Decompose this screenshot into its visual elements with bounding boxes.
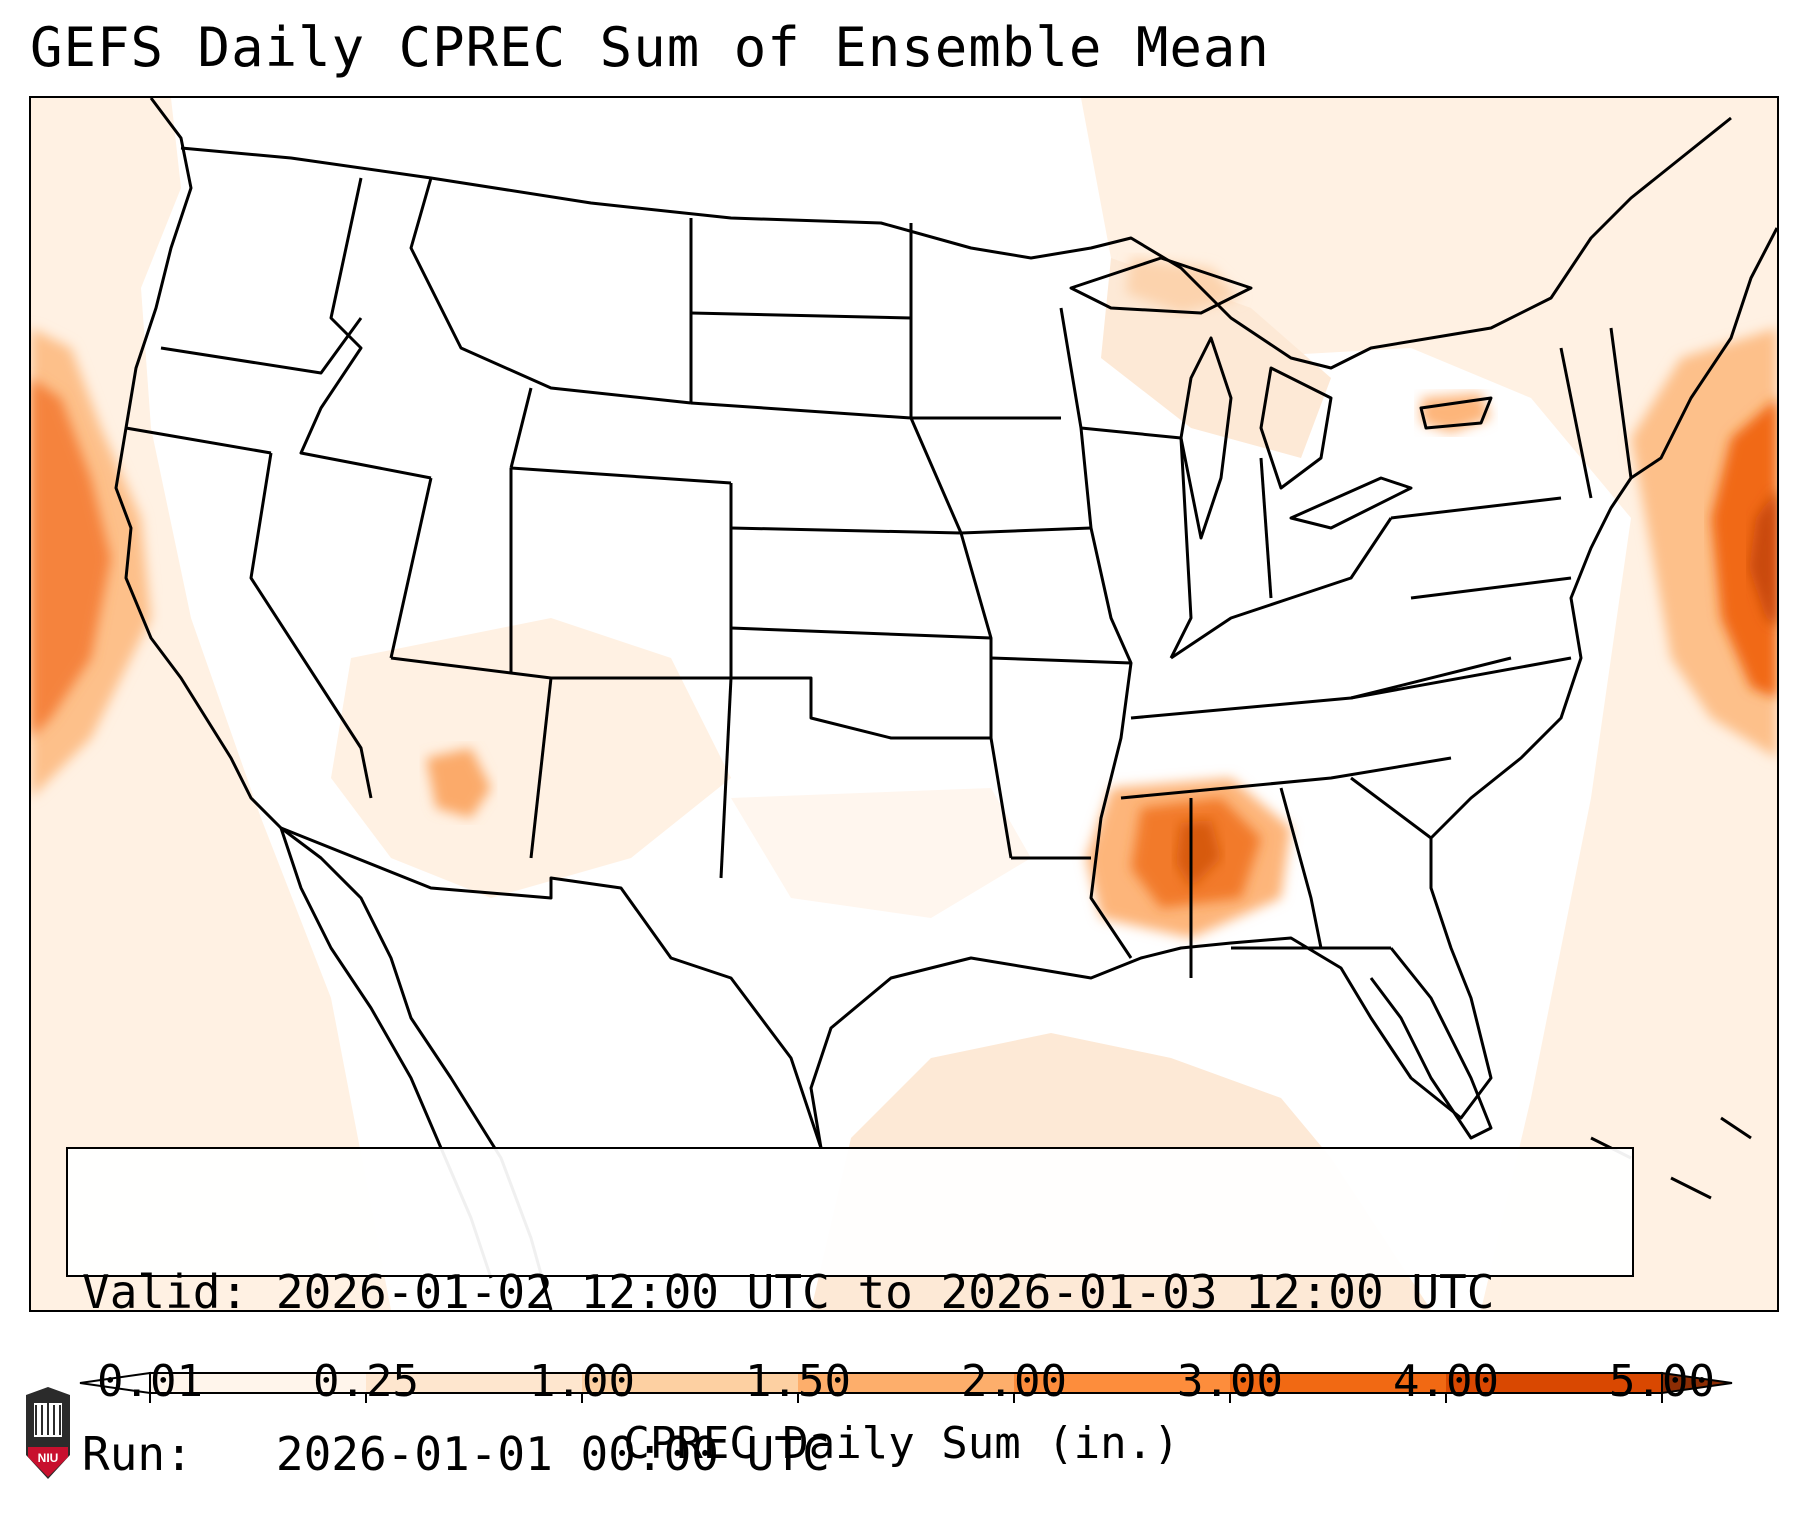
colorbar-ticks (149, 1393, 1663, 1403)
state-line-id (299, 177, 432, 480)
state-line-va-nc (1350, 656, 1572, 700)
precip-area-atlantic-peak (1749, 488, 1777, 628)
precip-area-pacific-core (31, 378, 111, 738)
colorbar-tick-label: 1.00 (529, 1356, 635, 1407)
state-line-ny-ne (1559, 327, 1633, 499)
precipitation-map (29, 96, 1779, 1312)
state-line-ca-nv (249, 452, 373, 799)
state-line-pa-south (1410, 576, 1572, 600)
run-value: 2026-01-01 00:00 UTC (275, 1427, 830, 1481)
colorbar-tick-label: 2.00 (961, 1356, 1067, 1407)
state-line-co-north (510, 466, 732, 485)
precip-area-southwest-pale (331, 618, 731, 898)
colorbar-segment (150, 1373, 367, 1393)
state-line-or-ca (125, 426, 272, 455)
state-line-pa-north (1390, 496, 1562, 520)
logo-text: NIU (38, 1451, 59, 1465)
boundaries (114, 98, 1777, 1310)
lake-superior (1069, 256, 1253, 315)
colorbar-tick-label: 4.00 (1393, 1356, 1499, 1407)
gulf-coast (809, 838, 1493, 1149)
state-line-mt-wy (409, 177, 692, 405)
niu-logo: NIU (26, 1387, 70, 1479)
colorbar-segment (366, 1373, 583, 1393)
state-line-plains-vertical (689, 218, 1013, 859)
precip-area-plains-pale (731, 788, 1031, 918)
state-line-ga-sc (1350, 776, 1432, 840)
precip-area-atlantic-core (1711, 398, 1777, 698)
colorbar-segment (1446, 1373, 1663, 1393)
colorbar-segment (1230, 1373, 1447, 1393)
valid-label: Valid: (82, 1265, 249, 1319)
precip-area-northeast-pale (1081, 98, 1777, 1310)
state-line-az-nm (529, 677, 553, 859)
colorbar-tick-label: 0.01 (97, 1356, 203, 1407)
colorbar-segments (79, 1371, 1733, 1395)
canada-border (180, 116, 1732, 370)
state-line-ia-mo (960, 526, 1092, 535)
state-line-mississippi-river (1059, 307, 1133, 959)
state-line-tn-south (1120, 756, 1452, 800)
state-line-al-ga (1279, 787, 1323, 949)
state-line-nd-sd (690, 311, 912, 320)
valid-row: Valid: 2026-01-02 12:00 UTC to 2026-01-0… (82, 1265, 1618, 1319)
state-line-wy-south (509, 387, 533, 469)
state-line-ohio-river (1170, 517, 1393, 660)
state-line-ne-ks (730, 526, 962, 535)
valid-value: 2026-01-02 12:00 UTC to 2026-01-03 12:00… (275, 1265, 1495, 1319)
state-line-ks-ok (730, 626, 992, 640)
precip-area-arizona-core (426, 748, 491, 818)
colorbar-label: CPREC Daily Sum (in.) (623, 1418, 1180, 1469)
state-line-sd-ne (690, 401, 912, 420)
state-line-il-in (1169, 437, 1193, 659)
colorbar-tick-label: 1.50 (745, 1356, 851, 1407)
us-coastline-west (114, 98, 553, 1310)
state-line-nv-ut (389, 477, 433, 659)
map-title: GEFS Daily CPREC Sum of Ensemble Mean (30, 16, 1270, 79)
east-coast (1429, 227, 1777, 840)
us-mexico-border (280, 826, 823, 1149)
state-line-mo-ar (990, 656, 1132, 665)
state-line-ok-tx (731, 676, 991, 740)
lake-michigan (1179, 336, 1233, 540)
colorbar-tick-label: 0.25 (313, 1356, 419, 1407)
colorbar-tick-label: 3.00 (1177, 1356, 1283, 1407)
precip-area-greatlakes-pale (1101, 258, 1331, 458)
map-canvas (31, 98, 1777, 1310)
florida-peninsula (1369, 947, 1493, 1140)
precip-area-west-pale (31, 98, 391, 1310)
colorbar-segment (582, 1373, 799, 1393)
colorbar-segment (798, 1373, 1015, 1393)
state-line-nm-east (719, 677, 733, 879)
colorbar-segment (1014, 1373, 1231, 1393)
state-line-ut-az (390, 656, 731, 680)
colorbar-tick-label: 5.00 (1609, 1356, 1715, 1407)
lake-erie (1289, 476, 1413, 530)
state-line-in-oh (1259, 457, 1273, 599)
run-label: Run: (82, 1427, 193, 1481)
state-line-wi-il (1080, 426, 1182, 440)
run-row: Run: 2026-01-01 00:00 UTC (82, 1427, 1618, 1481)
precip-area-southeast-peak (1176, 820, 1221, 888)
colorbar (79, 1371, 1733, 1403)
lake-ontario (1419, 396, 1493, 430)
valid-run-info-box: Valid: 2026-01-02 12:00 UTC to 2026-01-0… (66, 1147, 1634, 1481)
colorbar-outline (149, 1372, 1663, 1394)
lake-huron (1259, 366, 1333, 490)
